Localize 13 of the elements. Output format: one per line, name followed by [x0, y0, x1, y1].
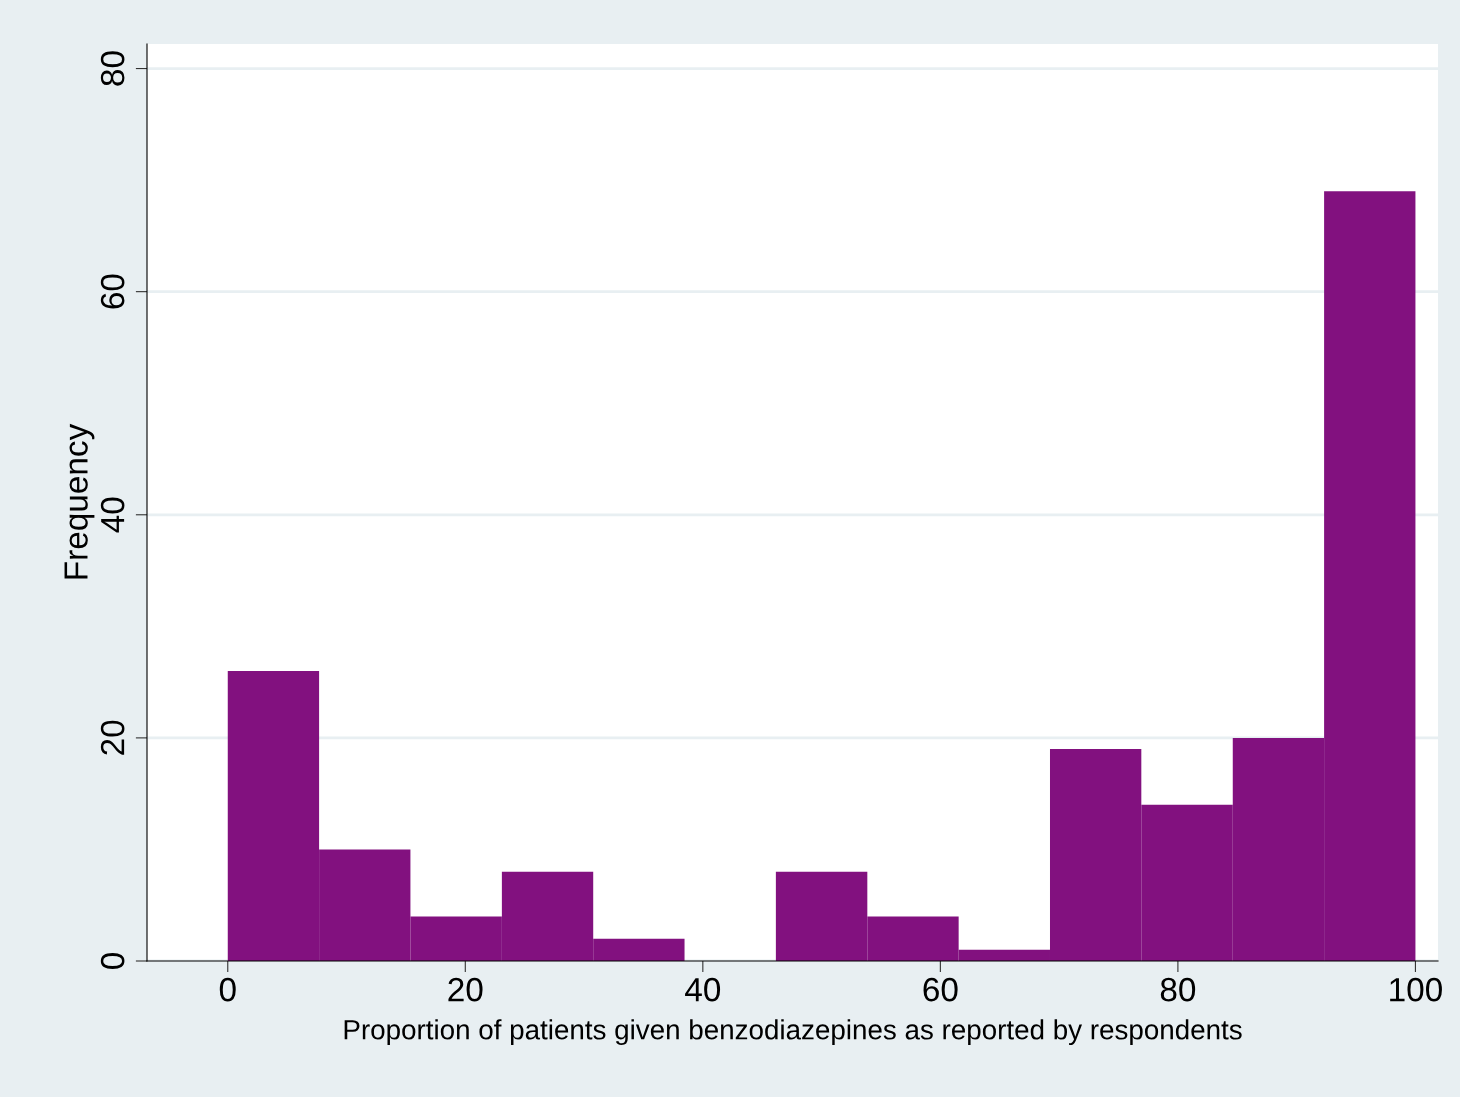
y-tick-label: 60 [100, 274, 125, 309]
x-tick-label: 80 [1160, 977, 1196, 1002]
y-axis-title: Frequency [64, 423, 95, 579]
x-tick-label: 40 [685, 977, 721, 1002]
x-tick-label: 0 [219, 977, 236, 1002]
y-tick-label: 80 [100, 51, 125, 86]
y-tick-label: 20 [100, 720, 125, 755]
x-tick-label: 60 [923, 977, 958, 1002]
x-axis-title: Proportion of patients given benzodiazepines as reported by respondents [344, 1019, 1242, 1046]
x-tick-label: 100 [1390, 977, 1442, 1002]
y-tick-label: 0 [100, 953, 125, 969]
y-tick-label: 40 [100, 497, 125, 533]
x-tick-label: 20 [448, 977, 483, 1002]
